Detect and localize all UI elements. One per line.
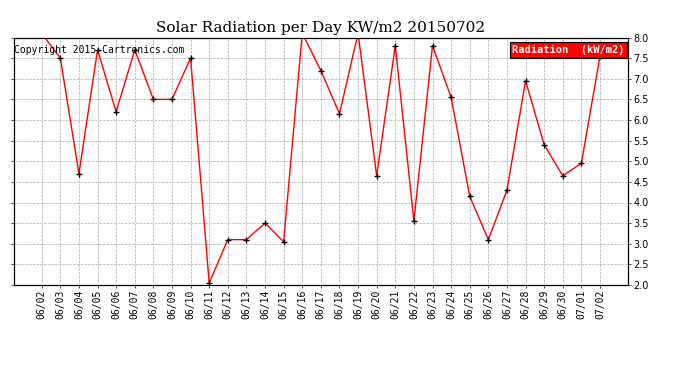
Title: Solar Radiation per Day KW/m2 20150702: Solar Radiation per Day KW/m2 20150702: [157, 21, 485, 35]
Text: Copyright 2015 Cartronics.com: Copyright 2015 Cartronics.com: [14, 45, 185, 55]
Text: Radiation  (kW/m2): Radiation (kW/m2): [513, 45, 625, 55]
